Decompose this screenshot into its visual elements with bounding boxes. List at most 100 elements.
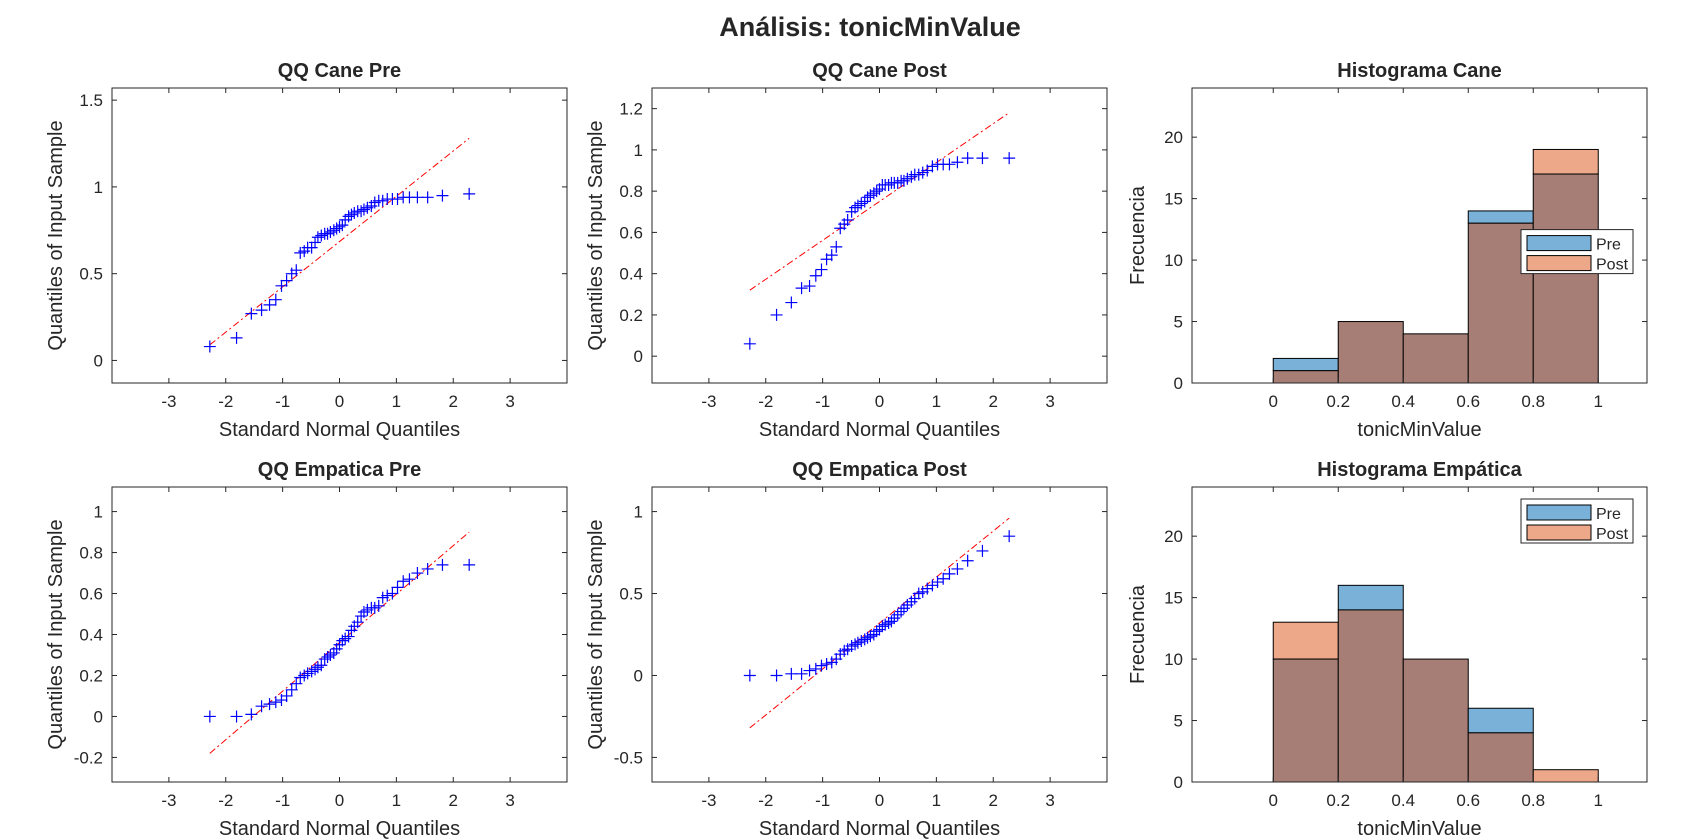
- data-point: [342, 630, 355, 643]
- data-point: [891, 608, 904, 621]
- x-tick-label: -2: [758, 791, 773, 810]
- data-point: [421, 191, 434, 204]
- y-tick-label: 1: [94, 503, 103, 522]
- y-tick-label: 0: [634, 347, 643, 366]
- x-tick-label: 2: [449, 791, 458, 810]
- x-tick-label: -3: [701, 791, 716, 810]
- axes-title: QQ Cane Post: [812, 60, 947, 82]
- y-tick-label: -0.5: [614, 748, 643, 767]
- x-tick-label: -3: [161, 791, 176, 810]
- histogram-bar-overlap: [1272, 370, 1339, 384]
- histogram-bar-pre: [1467, 707, 1534, 734]
- x-tick-label: 1: [392, 392, 401, 411]
- data-point: [357, 203, 370, 216]
- axes-frame: [651, 87, 1108, 384]
- data-point: [230, 710, 243, 723]
- data-point: [815, 263, 828, 276]
- data-point: [255, 700, 268, 713]
- histogram-bar-overlap: [1467, 732, 1534, 783]
- data-point: [324, 226, 337, 239]
- data-point: [285, 683, 298, 696]
- x-tick-label: 0.2: [1326, 791, 1350, 810]
- data-point: [858, 633, 871, 646]
- axes-5: QQ Empatica Post -3 -2 -1 0 1 2 3 -0.5 0 0.5 1 Stand…: [585, 459, 1108, 840]
- data-point: [1003, 152, 1016, 165]
- x-tick-label: 3: [505, 392, 514, 411]
- data-point: [230, 331, 243, 344]
- x-tick-label: -1: [275, 392, 290, 411]
- data-point: [280, 689, 293, 702]
- data-point: [931, 576, 944, 589]
- axes-frame: [1191, 87, 1648, 384]
- figure-title: Análisis: tonicMinValue: [719, 12, 1021, 42]
- data-point: [870, 185, 883, 198]
- data-point: [255, 304, 268, 317]
- data-point: [245, 708, 258, 721]
- axes-1: QQ Cane Pre -3 -2 -1 0 1 2 3 0 0.5 1 1.5 Standard No…: [45, 60, 568, 441]
- data-point: [861, 191, 874, 204]
- x-tick-label: 0.4: [1391, 392, 1415, 411]
- data-point: [397, 575, 410, 588]
- data-point: [961, 554, 974, 567]
- x-tick-label: 0.6: [1456, 791, 1480, 810]
- x-tick-label: 2: [989, 791, 998, 810]
- legend-label: Pre: [1596, 237, 1621, 254]
- data-point: [330, 222, 343, 235]
- data-point: [381, 589, 394, 602]
- y-tick-label: 0.5: [79, 265, 103, 284]
- data-point: [203, 340, 216, 353]
- y-tick-label: 0: [1174, 773, 1183, 792]
- data-point: [820, 658, 833, 670]
- legend-swatch-pre: [1526, 235, 1592, 252]
- data-point: [411, 567, 424, 580]
- y-tick-label: 1: [634, 141, 643, 160]
- data-point: [937, 572, 950, 585]
- axes-frame: [111, 87, 568, 384]
- data-point: [815, 659, 828, 672]
- histogram-bar-post: [1532, 148, 1599, 175]
- legend-label: Pre: [1596, 506, 1621, 523]
- histogram-bar-post: [1272, 621, 1339, 660]
- axes-frame: [1191, 486, 1648, 783]
- x-tick-label: 0.8: [1521, 791, 1545, 810]
- data-point: [943, 158, 956, 171]
- data-point: [315, 659, 328, 672]
- y-axis-label: Quantiles of Input Sample: [45, 519, 67, 749]
- y-tick-label: 0: [94, 707, 103, 726]
- x-tick-label: -1: [815, 791, 830, 810]
- y-tick-label: -0.2: [74, 748, 103, 767]
- y-tick-label: 0.6: [619, 223, 643, 242]
- data-point: [280, 274, 293, 287]
- y-tick-label: 10: [1164, 251, 1183, 270]
- y-tick-label: 0: [634, 666, 643, 685]
- axes-title: Histograma Empática: [1317, 459, 1522, 481]
- data-point: [263, 698, 276, 711]
- legend-swatch-post: [1526, 524, 1592, 541]
- data-point: [770, 669, 783, 682]
- data-point: [351, 616, 364, 629]
- data-point: [861, 631, 874, 644]
- data-point: [743, 337, 756, 350]
- data-point: [345, 208, 358, 221]
- histogram-bar-pre: [1337, 584, 1404, 611]
- data-point: [785, 296, 798, 309]
- y-tick-label: 0.4: [79, 626, 103, 645]
- histogram-bar-post: [1532, 769, 1599, 783]
- data-point: [309, 663, 322, 676]
- y-tick-label: 20: [1164, 527, 1183, 546]
- data-point: [849, 201, 862, 214]
- axes-frame: [111, 486, 568, 783]
- data-point: [795, 282, 808, 295]
- x-axis-label: tonicMinValue: [1357, 818, 1481, 840]
- data-point: [245, 307, 258, 320]
- data-point: [809, 269, 822, 282]
- data-point: [309, 236, 322, 249]
- histogram-bar-pre: [1272, 357, 1339, 372]
- data-point: [803, 280, 816, 293]
- data-point: [795, 667, 808, 680]
- x-tick-label: 0.8: [1521, 392, 1545, 411]
- data-point: [951, 562, 964, 575]
- axes-title: QQ Cane Pre: [278, 60, 401, 82]
- data-point: [864, 630, 877, 643]
- data-point: [463, 558, 476, 571]
